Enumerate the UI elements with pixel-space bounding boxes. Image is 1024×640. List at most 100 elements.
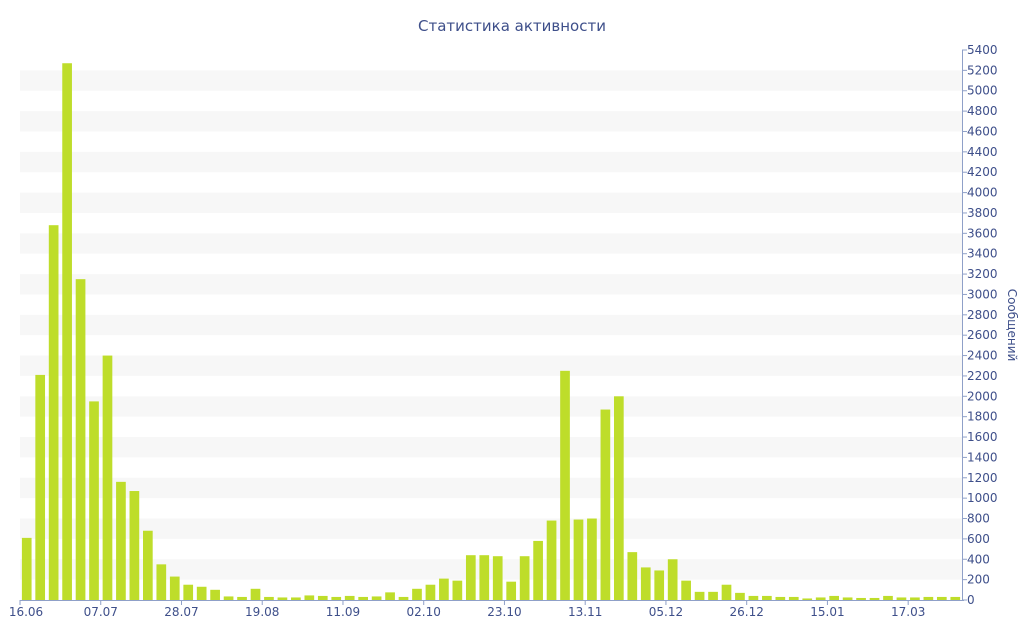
bar [506, 581, 517, 600]
y-tick-label: 2600 [967, 328, 998, 342]
grid-band [20, 111, 962, 132]
y-tick-label: 1200 [967, 471, 998, 485]
y-tick-label: 5200 [967, 63, 998, 77]
y-tick-label: 3600 [967, 226, 998, 240]
y-tick-label: 0 [967, 593, 975, 607]
bar [412, 588, 422, 600]
x-tick-label: 28.07 [164, 605, 198, 619]
bar [479, 555, 490, 600]
y-axis-ticks: 0 200 400 600 800 1000 1200 1400 1600 1800 2000 220… [962, 43, 998, 607]
x-tick-label: 07.07 [84, 605, 118, 619]
y-tick-label: 4600 [967, 124, 998, 138]
bar [425, 584, 436, 600]
bar [237, 596, 247, 600]
grid-band [20, 274, 962, 295]
bar [291, 597, 301, 600]
grid-band [20, 396, 962, 417]
y-tick-label: 5400 [967, 43, 998, 57]
bar [492, 556, 503, 600]
y-tick-label: 2200 [967, 369, 998, 383]
bar [344, 595, 355, 600]
grid-band [20, 70, 962, 91]
y-tick-label: 2800 [967, 308, 998, 322]
bar [762, 595, 772, 600]
bar [465, 555, 476, 600]
x-tick-label: 19.08 [245, 605, 279, 619]
y-tick-label: 3800 [967, 206, 998, 220]
grid-band [20, 437, 962, 458]
bar [883, 595, 893, 600]
bar [156, 564, 167, 600]
x-tick-label: 05.12 [649, 605, 683, 619]
y-tick-label: 4400 [967, 145, 998, 159]
bar [143, 530, 153, 600]
y-tick-label: 3200 [967, 267, 998, 281]
bar [748, 595, 759, 600]
x-tick-label: 13.11 [568, 605, 602, 619]
bar [869, 597, 880, 600]
bar [721, 584, 732, 600]
y-tick-label: 4200 [967, 165, 998, 179]
bar [560, 370, 570, 600]
grid-band [20, 151, 962, 173]
bar [196, 586, 207, 600]
bar [775, 596, 786, 600]
grid-band [20, 477, 962, 499]
bar [815, 597, 826, 600]
grid-band [20, 559, 962, 580]
y-tick-label: 400 [967, 552, 990, 566]
bar [708, 591, 718, 600]
bar [439, 578, 449, 600]
bar [210, 589, 220, 600]
x-tick-label: 02.10 [407, 605, 441, 619]
bar [614, 396, 624, 600]
bar [452, 580, 463, 600]
y-tick-label: 1600 [967, 430, 998, 444]
bar [169, 576, 180, 600]
bar [923, 596, 934, 600]
bar [129, 491, 140, 600]
bar [317, 595, 328, 600]
y-tick-label: 2000 [967, 389, 998, 403]
bar [277, 597, 288, 600]
y-tick-label: 200 [967, 573, 990, 587]
y-tick-label: 4000 [967, 186, 998, 200]
bar [358, 596, 368, 600]
x-tick-label: 15.01 [810, 605, 844, 619]
bar [264, 596, 274, 600]
bar [950, 596, 961, 600]
bar [573, 519, 584, 600]
y-tick-label: 3400 [967, 247, 998, 261]
bar [116, 481, 126, 600]
x-tick-label: 16.06 [9, 605, 43, 619]
y-tick-label: 1800 [967, 410, 998, 424]
bar [398, 596, 409, 600]
bar [21, 537, 32, 600]
bar [371, 596, 382, 600]
bar [223, 596, 234, 600]
bar [35, 374, 46, 600]
bar [910, 597, 920, 600]
y-tick-label: 800 [967, 512, 990, 526]
grid-band [20, 233, 962, 254]
bar [627, 552, 638, 600]
bar [75, 279, 86, 600]
x-tick-label: 17.03 [891, 605, 925, 619]
bar [533, 540, 543, 600]
bar [802, 598, 813, 600]
bar [62, 63, 72, 601]
bar [640, 567, 651, 600]
bar [48, 225, 59, 600]
bar [681, 580, 691, 600]
y-tick-label: 5000 [967, 84, 998, 98]
y-tick-label: 1400 [967, 450, 998, 464]
bar [936, 596, 947, 600]
chart-title: Статистика активности [418, 17, 606, 35]
y-tick-label: 600 [967, 532, 990, 546]
bar [896, 597, 907, 600]
bar [735, 592, 745, 600]
y-tick-label: 3000 [967, 287, 998, 301]
x-tick-label: 23.10 [487, 605, 521, 619]
bar [546, 520, 557, 600]
bar [385, 592, 395, 600]
